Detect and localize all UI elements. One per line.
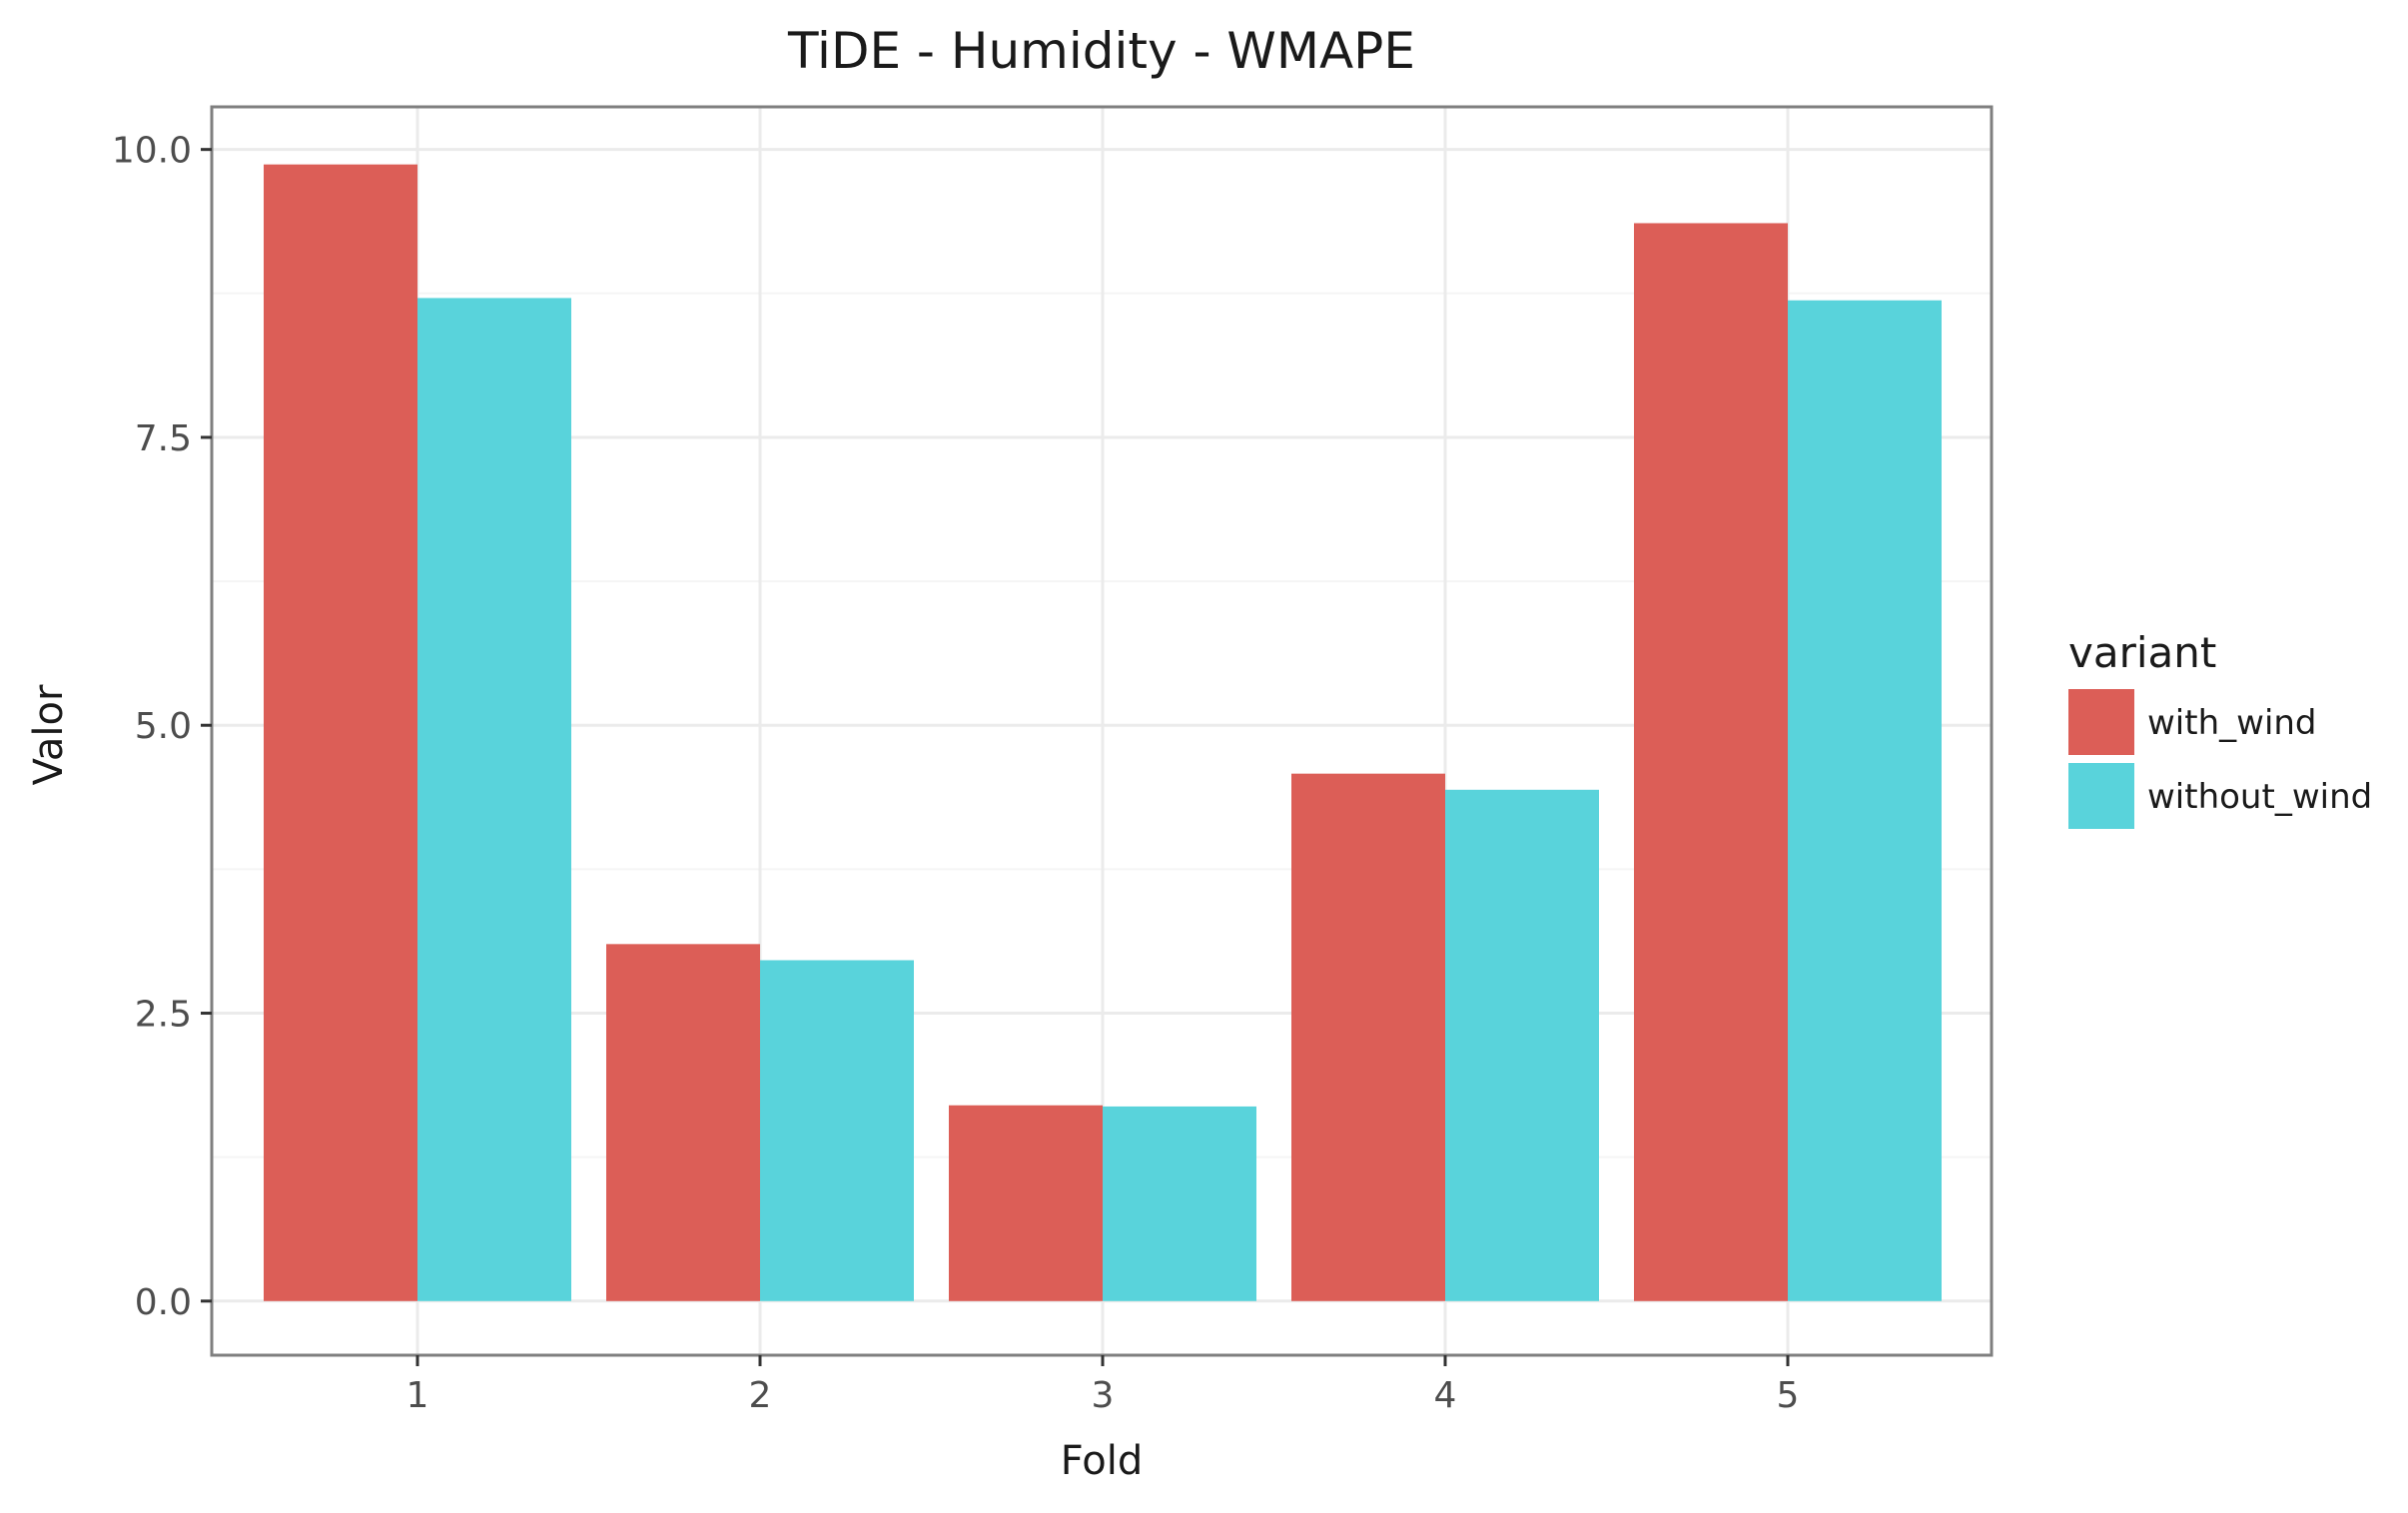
- bar-with-wind-fold-1: [264, 164, 417, 1301]
- y-axis-label: Valor: [26, 684, 72, 785]
- legend-key-without-wind: [2068, 763, 2134, 829]
- legend-key-with-wind: [2068, 689, 2134, 755]
- bar-without-wind-fold-4: [1445, 789, 1599, 1301]
- bar-without-wind-fold-5: [1788, 300, 1942, 1301]
- y-tick-label: 10.0: [112, 131, 192, 172]
- y-tick-label: 2.5: [135, 995, 192, 1036]
- y-tick-label: 7.5: [135, 418, 192, 459]
- legend-title: variant: [2068, 628, 2216, 677]
- legend: with_wind without_wind: [2068, 689, 2372, 829]
- y-tick-label: 0.0: [135, 1282, 192, 1323]
- y-tick-label: 5.0: [135, 706, 192, 747]
- x-tick-label: 5: [1777, 1375, 1800, 1416]
- bar-without-wind-fold-2: [760, 960, 914, 1301]
- bars-layer: [264, 164, 1942, 1301]
- x-tick-label: 3: [1092, 1375, 1115, 1416]
- legend-label-with-wind: with_wind: [2147, 703, 2317, 743]
- bar-with-wind-fold-4: [1291, 773, 1445, 1301]
- bar-with-wind-fold-3: [949, 1105, 1103, 1301]
- bar-without-wind-fold-1: [417, 298, 571, 1301]
- axes-layer: 0.0 2.5 5.0 7.5 10.0 1 2 3 4 5: [112, 105, 1994, 1416]
- bar-with-wind-fold-2: [606, 944, 760, 1301]
- x-tick-label: 1: [406, 1375, 429, 1416]
- x-tick-label: 2: [749, 1375, 772, 1416]
- legend-label-without-wind: without_wind: [2147, 777, 2372, 817]
- bar-with-wind-fold-5: [1634, 223, 1788, 1301]
- bar-without-wind-fold-3: [1103, 1106, 1256, 1301]
- x-tick-label: 4: [1434, 1375, 1457, 1416]
- chart-title: TiDE - Humidity - WMAPE: [787, 22, 1415, 80]
- x-axis-label: Fold: [1061, 1438, 1144, 1484]
